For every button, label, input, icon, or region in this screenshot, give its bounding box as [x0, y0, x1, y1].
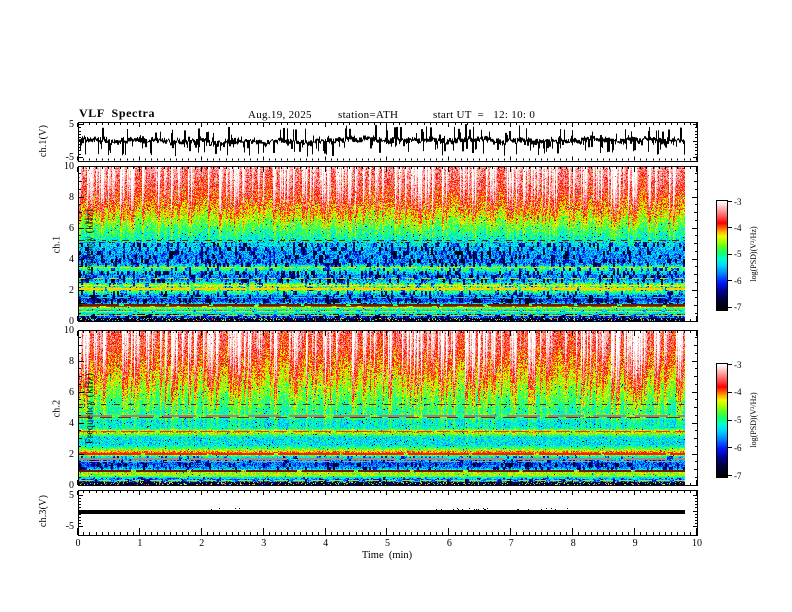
tick-label: 8	[570, 537, 576, 549]
tick-label: 6	[446, 537, 452, 549]
tick-label: 5	[69, 489, 74, 501]
tick-label: -5	[734, 415, 742, 426]
ch3-voltage-ylabel: ch.3(V)	[38, 494, 49, 528]
date-label: Aug.19, 2025	[248, 109, 312, 121]
tick-label: -5	[65, 521, 74, 533]
tick-label: 10	[64, 324, 74, 336]
tick-label: -5	[65, 151, 74, 163]
tick-label: -7	[734, 302, 742, 313]
ch1-spectrogram-ylabel: ch.1 Frequency (kHz)	[30, 190, 96, 300]
tick-label: -4	[734, 387, 742, 398]
ch2-spectrogram-ylabel: ch.2 Frequency (kHz)	[30, 354, 96, 464]
tick-label: 0	[69, 315, 74, 327]
tick-label: -5	[734, 249, 742, 260]
tick-label: 4	[323, 537, 329, 549]
tick-label: 0	[75, 537, 81, 549]
tick-label: -7	[734, 470, 742, 481]
time-axis-label: Time (min)	[361, 550, 413, 561]
tick-label: 5	[69, 119, 74, 131]
tick-label: -6	[734, 275, 742, 286]
tick-label: -4	[734, 222, 742, 233]
tick-label: -3	[734, 359, 742, 370]
tick-label: 6	[69, 386, 74, 398]
tick-label: 8	[69, 355, 74, 367]
ch1-label-line: ch.1	[51, 235, 63, 254]
tick-label: 2	[69, 448, 74, 460]
tick-label: 10	[64, 160, 74, 172]
frequency-khz-label: Frequency (kHz)	[84, 208, 96, 281]
tick-label: 7	[508, 537, 514, 549]
tick-label: 4	[69, 417, 74, 429]
tick-label: 8	[69, 191, 74, 203]
tick-label: -6	[734, 442, 742, 453]
tick-label: 2	[69, 284, 74, 296]
tick-label: 0	[69, 479, 74, 491]
tick-label: 1	[137, 537, 143, 549]
ch1-voltage-ylabel: ch.1(V)	[38, 124, 49, 158]
tick-label: 4	[69, 253, 74, 265]
tick-label: 5	[385, 537, 390, 549]
frequency-khz-label: Frequency (kHz)	[84, 372, 96, 445]
start-ut-label: start UT = 12: 10: 0	[433, 109, 536, 121]
tick-label: 3	[261, 537, 267, 549]
plot-title: VLF Spectra	[79, 106, 156, 120]
station-label: station=ATH	[338, 109, 399, 121]
tick-label: 10	[692, 537, 702, 549]
ch2-label-line: ch.2	[51, 399, 63, 418]
tick-label: 9	[632, 537, 638, 549]
tick-label: -3	[734, 196, 742, 207]
tick-label: 6	[69, 222, 74, 234]
tick-label: 2	[199, 537, 205, 549]
